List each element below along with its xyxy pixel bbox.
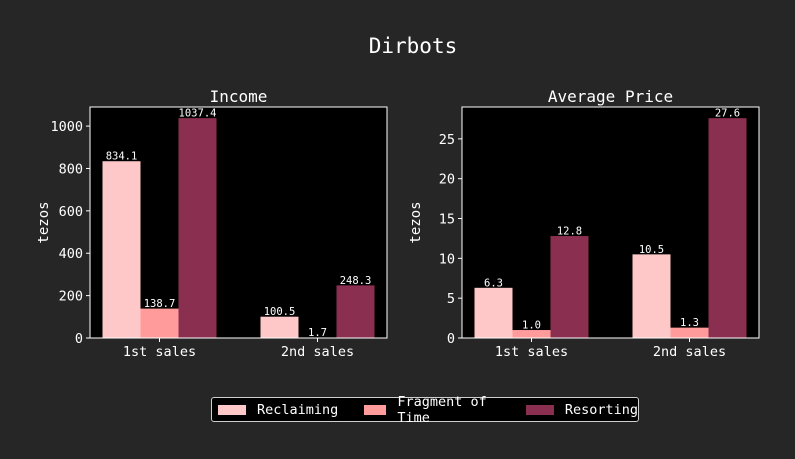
data-label: 100.5 bbox=[264, 306, 296, 318]
y-tick-label: 25 bbox=[439, 132, 455, 148]
bar bbox=[260, 316, 299, 338]
y-tick-label: 10 bbox=[439, 251, 455, 267]
legend-swatch bbox=[525, 404, 554, 415]
legend-item-fragment-of-time: Fragment of Time bbox=[364, 394, 500, 426]
chart-panel-1: 6.3 1.0 12.8 1st sales 10.5 1.3 27.6 2nd sales 0… bbox=[408, 87, 760, 360]
data-label: 1037.4 bbox=[179, 108, 217, 120]
y-tick-label: 800 bbox=[59, 161, 83, 177]
bar bbox=[178, 118, 217, 338]
chart-title: Average Price bbox=[548, 87, 673, 106]
legend-label: Fragment of Time bbox=[397, 393, 487, 426]
legend-swatch bbox=[364, 404, 387, 415]
legend-label: Reclaiming bbox=[257, 401, 339, 418]
y-tick-label: 0 bbox=[447, 331, 455, 347]
figure-title: Dirbots bbox=[369, 34, 458, 58]
y-tick-label: 15 bbox=[439, 212, 455, 228]
bar bbox=[632, 254, 671, 338]
bar bbox=[550, 236, 589, 338]
bar bbox=[670, 327, 709, 338]
plot-frame bbox=[89, 106, 388, 339]
bar bbox=[512, 330, 551, 338]
y-tick-label: 400 bbox=[59, 246, 83, 262]
y-tick-label: 5 bbox=[447, 291, 455, 307]
chart-panel-0: 834.1 138.7 1037.4 1st sales 100.5 1.7 248.3 2n… bbox=[36, 87, 388, 360]
legend-label: Resorting bbox=[564, 401, 638, 418]
legend-item-reclaiming: Reclaiming bbox=[218, 402, 338, 418]
bar bbox=[474, 287, 513, 338]
y-tick-label: 600 bbox=[59, 204, 83, 220]
bar bbox=[102, 161, 141, 338]
x-tick-label: 2nd sales bbox=[653, 344, 726, 360]
y-tick-label: 0 bbox=[75, 331, 83, 347]
data-label: 10.5 bbox=[639, 244, 664, 256]
x-tick-label: 2nd sales bbox=[281, 344, 354, 360]
bar bbox=[336, 285, 375, 338]
legend: Reclaiming Fragment of Time Resorting bbox=[211, 394, 639, 426]
y-axis-label: tezos bbox=[408, 201, 424, 243]
chart-title: Income bbox=[210, 87, 268, 106]
data-label: 1.0 bbox=[522, 320, 541, 332]
y-tick-label: 20 bbox=[439, 172, 455, 188]
data-label: 27.6 bbox=[715, 108, 740, 120]
data-label: 12.8 bbox=[557, 226, 582, 238]
bar bbox=[708, 118, 747, 338]
x-tick-label: 1st sales bbox=[495, 344, 568, 360]
plot-frame bbox=[461, 106, 760, 339]
data-label: 6.3 bbox=[484, 277, 503, 289]
data-label: 1.7 bbox=[308, 327, 327, 339]
data-label: 834.1 bbox=[106, 151, 138, 163]
legend-item-resorting: Resorting bbox=[525, 401, 638, 418]
data-label: 138.7 bbox=[144, 298, 176, 310]
y-tick-label: 200 bbox=[59, 289, 83, 305]
legend-swatch bbox=[218, 404, 246, 415]
bar bbox=[140, 308, 179, 338]
y-tick-label: 1000 bbox=[50, 119, 83, 135]
y-axis-label: tezos bbox=[36, 201, 52, 243]
data-label: 248.3 bbox=[340, 275, 372, 287]
data-label: 1.3 bbox=[680, 317, 699, 329]
x-tick-label: 1st sales bbox=[123, 344, 196, 360]
